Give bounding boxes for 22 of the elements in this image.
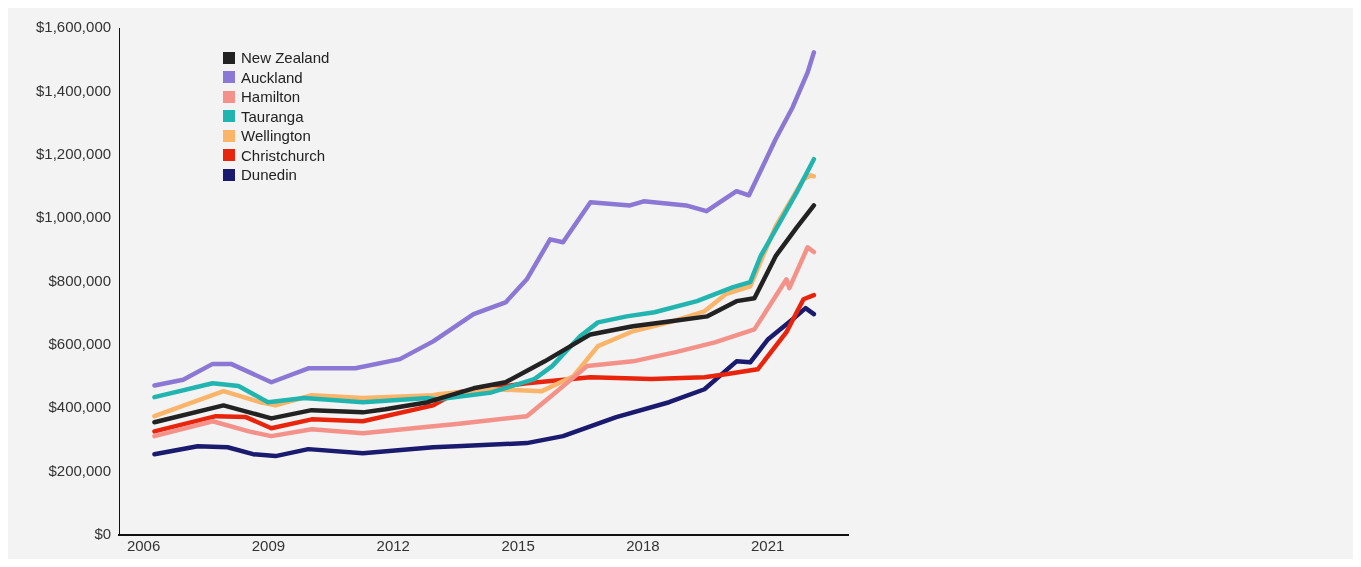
legend-label: Hamilton <box>241 87 301 107</box>
legend-label: Christchurch <box>241 145 326 165</box>
y-tick-label: $200,000 <box>48 461 112 479</box>
x-tick-label: 2018 <box>626 537 660 555</box>
y-tick-label: $400,000 <box>48 398 112 416</box>
legend-label: Auckland <box>241 67 303 87</box>
legend-label: Tauranga <box>241 106 304 126</box>
x-tick-label: 2009 <box>251 537 286 555</box>
y-tick-label: $800,000 <box>48 271 112 289</box>
y-tick-label: $1,600,000 <box>36 18 112 36</box>
y-tick-label: $1,200,000 <box>36 144 112 162</box>
x-tick-label: 2006 <box>126 537 161 555</box>
legend-label: New Zealand <box>241 48 330 68</box>
y-tick-label: $1,400,000 <box>36 81 112 99</box>
y-tick-label: $1,000,000 <box>36 208 112 226</box>
x-tick-label: 2015 <box>501 537 535 555</box>
y-tick-label: $0 <box>94 525 112 543</box>
x-tick-label: 2012 <box>376 537 410 555</box>
legend-label: Dunedin <box>241 165 297 185</box>
y-tick-label: $600,000 <box>48 335 112 353</box>
legend-label: Wellington <box>241 126 311 146</box>
x-tick-label: 2021 <box>751 537 785 555</box>
